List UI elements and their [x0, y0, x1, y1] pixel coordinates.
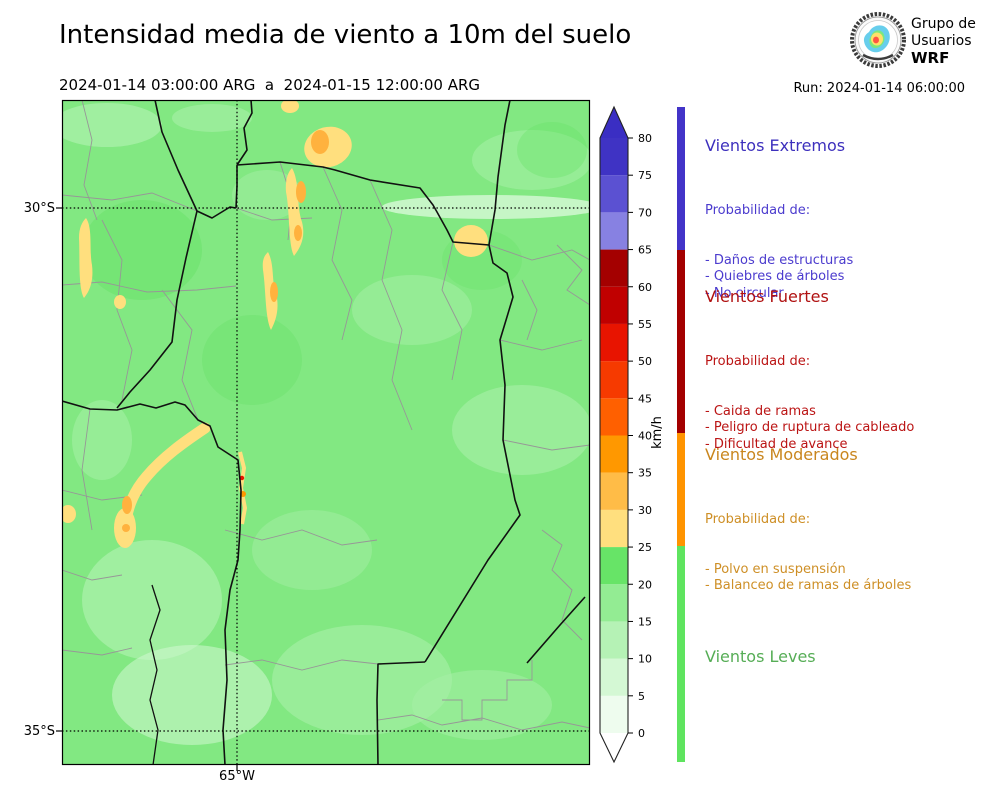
colorbar-band: [600, 138, 628, 176]
logo-text: Grupo de Usuarios WRF: [911, 16, 976, 67]
colorbar-band: [600, 472, 628, 510]
wind-band-moderate: [62, 100, 488, 548]
legend-title: Vientos Extremos: [705, 136, 846, 155]
legend-item: - Peligro de ruptura de cableado: [705, 420, 915, 435]
colorbar-tick-label: 75: [638, 169, 652, 182]
colorbar-tick-label: 25: [638, 541, 652, 554]
colorbar-tick-label: 70: [638, 206, 652, 219]
map-frame: [61, 99, 591, 766]
legend-item: - Quiebres de árboles: [705, 269, 845, 284]
colorbar-tick-label: 5: [638, 690, 645, 703]
wrf-logo: [849, 11, 907, 69]
logo-text-line2: Usuarios: [911, 33, 972, 49]
lon-label-65w: 65°W: [219, 769, 255, 784]
legend-item: - Dificultad de avance: [705, 436, 848, 452]
axis-ticks: [56, 207, 238, 771]
colorbar-tick-label: 15: [638, 615, 652, 628]
colorbar-band: [600, 398, 628, 436]
legend-item: - Balanceo de ramas de árboles: [705, 578, 912, 593]
legend-title: Vientos Leves: [705, 647, 816, 666]
colorbar-band: [600, 361, 628, 399]
legend-item: - No circular: [705, 285, 784, 301]
legend-section-moderados: Vientos Moderados Probabilidad de: - Pol…: [705, 445, 995, 628]
colorbar-tick-label: 45: [638, 392, 652, 405]
department-borders: [62, 100, 590, 731]
colorbar-band: [600, 509, 628, 548]
colorbar-over-arrow: [600, 107, 628, 138]
lat-label-35s: 35°S: [23, 724, 55, 739]
risk-bar-extremos: [677, 107, 685, 250]
colorbar-band: [600, 212, 628, 250]
legend-item: - Caida de ramas: [705, 403, 816, 419]
colorbar-tick-label: 55: [638, 318, 652, 331]
colorbar-tick-label: 0: [638, 727, 645, 740]
model-run-timestamp: Run: 2024-01-14 06:00:00: [793, 81, 965, 96]
legend-item: - Daños de estructuras: [705, 252, 854, 268]
colorbar-band: [600, 621, 628, 659]
wind-light-patches: [62, 103, 590, 745]
forecast-date-range: 2024-01-14 03:00:00 ARG a 2024-01-15 12:…: [59, 76, 481, 94]
colorbar-under-arrow: [600, 733, 628, 762]
colorbar-tick-label: 60: [638, 281, 652, 294]
risk-bar-moderados: [677, 433, 685, 546]
legend-intro: Probabilidad de:: [705, 354, 811, 369]
page-title: Intensidad media de viento a 10m del sue…: [59, 20, 632, 50]
colorbar-tick-label: 10: [638, 653, 652, 666]
colorbar-tick-label: 80: [638, 132, 652, 145]
colorbar-tick-label: 65: [638, 244, 652, 257]
colorbar: 0 5 10 15 20 25 30 35 40 45 50 55 60 65 70 75 80: [599, 105, 652, 764]
colorbar-tick-label: 35: [638, 467, 652, 480]
logo-text-line1: Grupo de: [911, 16, 976, 32]
colorbar-band: [600, 584, 628, 622]
legend-section-leves: Vientos Leves: [705, 647, 995, 666]
colorbar-band: [600, 658, 628, 696]
wind-map-canvas: [56, 99, 591, 771]
colorbar-band: [600, 175, 628, 213]
province-borders: [62, 100, 586, 765]
colorbar-band: [600, 249, 628, 287]
colorbar-band: [600, 547, 628, 585]
wind-map: [56, 99, 591, 771]
lat-label-30s: 30°S: [23, 201, 55, 216]
legend-title: Vientos Moderados: [705, 445, 858, 464]
colorbar-band: [600, 695, 628, 733]
colorbar-band: [600, 435, 628, 473]
colorbar-band: [600, 323, 628, 362]
legend-section-fuertes: Vientos Fuertes Probabilidad de: - Caida…: [705, 287, 995, 486]
colorbar-unit-label: km/h: [649, 416, 665, 449]
colorbar-tick-label: 40: [638, 430, 652, 443]
graticule: [62, 100, 590, 765]
legend-item: - Polvo en suspensión: [705, 561, 846, 577]
legend-section-extremos: Vientos Extremos Probabilidad de: - Daño…: [705, 136, 995, 335]
colorbar-tick-label: 50: [638, 355, 652, 368]
legend-intro: Probabilidad de:: [705, 203, 811, 218]
risk-bar-fuertes: [677, 250, 685, 433]
colorbar-band: [600, 286, 628, 324]
globe-wreath-icon: [850, 12, 906, 68]
legend-title: Vientos Fuertes: [705, 287, 829, 306]
colorbar-tick-label: 30: [638, 504, 652, 517]
colorbar-tick-label: 20: [638, 578, 652, 591]
risk-bar-leves: [677, 546, 685, 762]
logo-text-wrf: WRF: [911, 49, 950, 67]
legend-intro: Probabilidad de:: [705, 512, 811, 527]
